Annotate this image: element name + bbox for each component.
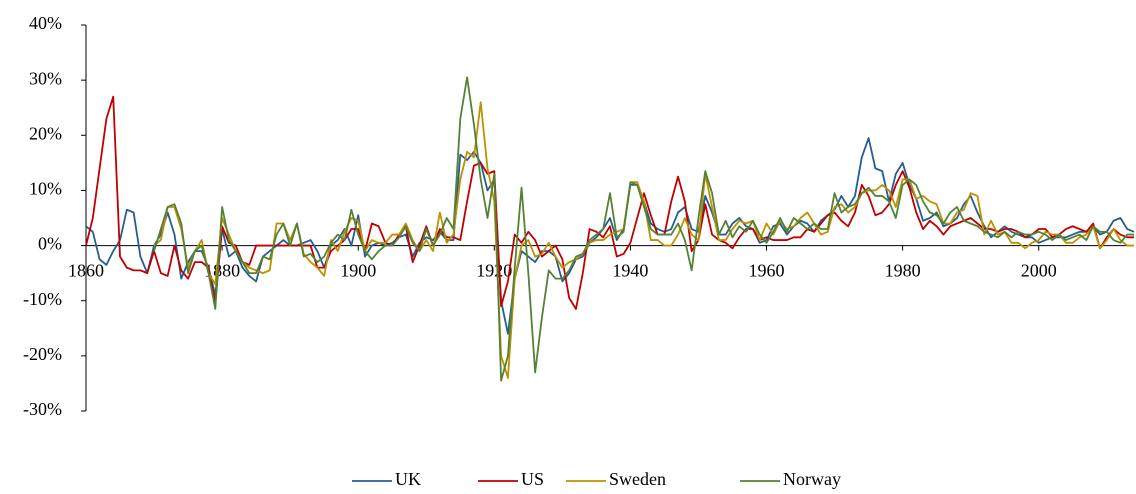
legend-label: US bbox=[521, 469, 544, 489]
legend-label: Sweden bbox=[609, 469, 666, 489]
x-tick-label: 1960 bbox=[749, 261, 785, 281]
series-line bbox=[85, 137, 1135, 335]
y-tick-label: 20% bbox=[29, 123, 62, 143]
x-tick-label: 2000 bbox=[1021, 261, 1057, 281]
x-tick-label: 1860 bbox=[68, 261, 104, 281]
y-tick-label: 10% bbox=[29, 179, 62, 199]
x-tick-label: 1880 bbox=[204, 261, 240, 281]
y-tick-label: -20% bbox=[23, 344, 62, 364]
y-tick-label: -30% bbox=[23, 399, 62, 419]
x-tick-label: 1900 bbox=[340, 261, 376, 281]
series-line bbox=[153, 76, 1134, 382]
y-tick-label: -10% bbox=[23, 289, 62, 309]
series-line bbox=[153, 101, 1134, 379]
legend-label: UK bbox=[395, 469, 421, 489]
x-tick-label: 1940 bbox=[612, 261, 648, 281]
y-tick-label: 40% bbox=[29, 13, 62, 33]
y-tick-label: 0% bbox=[38, 234, 62, 254]
legend-label: Norway bbox=[783, 469, 841, 489]
x-tick-label: 1980 bbox=[885, 261, 921, 281]
series-line bbox=[85, 95, 1134, 310]
y-tick-label: 30% bbox=[29, 68, 62, 88]
x-tick-label: 1920 bbox=[476, 261, 512, 281]
